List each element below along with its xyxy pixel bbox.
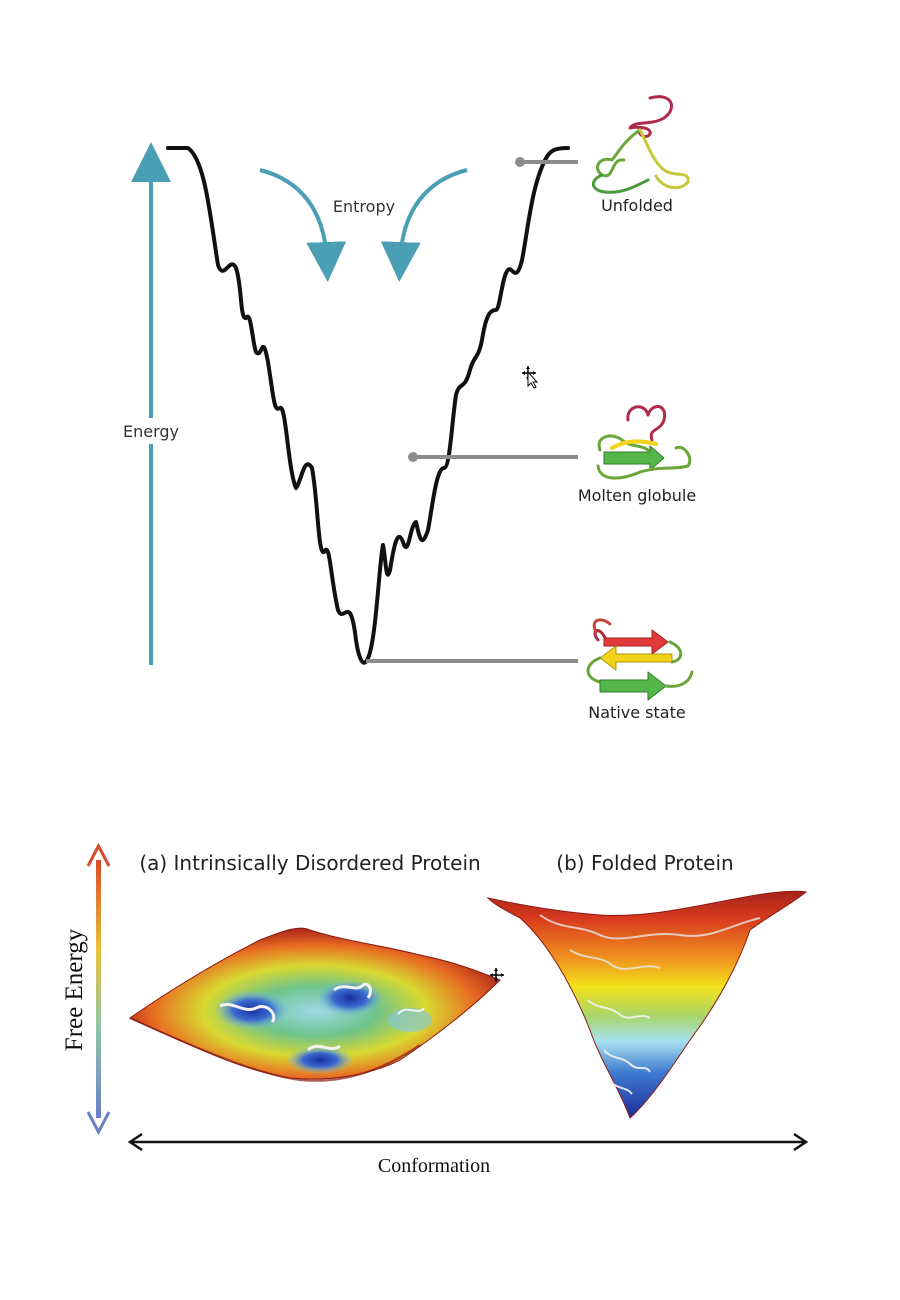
molten-globule-icon	[596, 405, 692, 480]
panel-b-title: (b) Folded Protein	[556, 851, 733, 875]
move-cursor-icon	[522, 366, 539, 389]
state-label-molten-globule: Molten globule	[578, 486, 696, 505]
entropy-label: Entropy	[333, 197, 395, 216]
conformation-axis-arrow	[127, 1132, 809, 1152]
state-label-unfolded: Unfolded	[601, 196, 673, 215]
energy-label: Energy	[123, 422, 179, 441]
entropy-arrow-left	[259, 168, 347, 282]
native-state-icon	[586, 618, 694, 701]
leader-molten-globule	[408, 452, 578, 462]
free-energy-axis-label: Free Energy	[61, 928, 88, 1051]
folding-funnel-diagram: Energy Entropy Unfolded	[118, 95, 696, 722]
free-energy-axis-arrow	[86, 842, 111, 1136]
energy-funnel-curve	[166, 146, 570, 665]
free-energy-landscape-figure: Free Energy Conformation (a) Intrinsical…	[61, 842, 809, 1177]
conformation-axis-label: Conformation	[378, 1155, 490, 1177]
leader-unfolded	[515, 157, 578, 167]
entropy-arrow-right	[380, 168, 468, 282]
move-cursor-icon-2	[490, 968, 504, 982]
state-label-native-state: Native state	[588, 703, 685, 722]
folded-energy-surface	[486, 890, 808, 1119]
unfolded-protein-icon	[591, 95, 690, 194]
idp-energy-surface	[128, 927, 501, 1082]
panel-a-title: (a) Intrinsically Disordered Protein	[139, 851, 480, 875]
